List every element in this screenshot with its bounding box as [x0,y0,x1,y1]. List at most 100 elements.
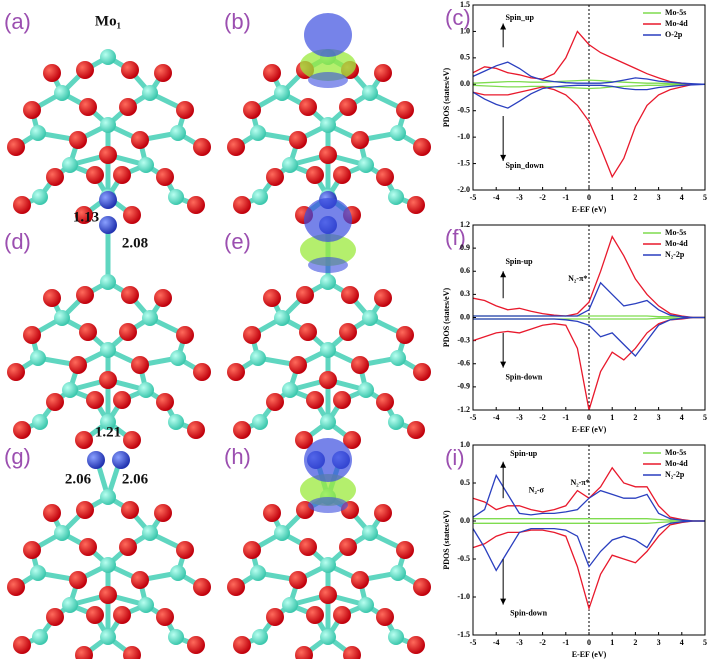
oxygen-atom [119,98,137,116]
metal-atom [100,49,116,65]
oxygen-atom [193,578,211,596]
pdos-line [473,316,705,357]
oxygen-atom [13,196,31,214]
oxygen-atom [306,391,324,409]
x-tick-label: -2 [539,193,546,202]
x-tick-label: -3 [516,413,523,422]
panel-label: (a) [4,9,31,34]
metal-atom [100,557,116,573]
metal-atom [320,117,336,133]
oxygen-atom [23,326,41,344]
oxygen-atom [407,196,425,214]
x-tick-label: -1 [562,413,569,422]
panel-label: (g) [4,444,31,469]
pdos-line [472,520,705,611]
metal-atom [170,565,186,581]
oxygen-atom [299,98,317,116]
structure [7,451,211,659]
x-tick-label: -3 [516,638,523,647]
metal-atom [168,629,184,645]
x-tick-label: -4 [493,413,500,422]
oxygen-atom [187,196,205,214]
x-tick-label: 3 [657,638,661,647]
oxygen-atom [376,608,394,626]
oxygen-atom [266,168,284,186]
plot-frame [472,224,706,411]
x-tick-label: 0 [587,638,591,647]
oxygen-atom [296,286,314,304]
plot-frame [472,4,706,191]
chart-annotation: N₂-π* [568,274,587,283]
x-tick-label: 2 [633,638,637,647]
x-tick-label: 5 [703,193,707,202]
structure-annotation: Mo₁ [95,13,121,29]
panel-label: (h) [224,444,251,469]
x-tick-label: -5 [470,193,477,202]
metal-atom [358,157,374,173]
oxygen-atom [413,578,431,596]
structure [227,438,431,659]
oxygen-atom [333,166,351,184]
arrowhead [500,271,507,278]
oxygen-atom [7,138,25,156]
legend-label: Mo-5s [665,228,686,237]
pdos-line [472,83,705,90]
y-tick-label: 0.3 [460,289,470,298]
panel-label: (c) [445,5,471,30]
oxygen-atom [121,501,139,519]
oxygen-atom [176,541,194,559]
oxygen-atom [289,571,307,589]
nitrogen-atom [112,451,130,469]
oxygen-atom [396,101,414,119]
x-tick-label: 2 [633,413,637,422]
metal-atom [30,565,46,581]
pdos-line [472,473,705,522]
pdos-line [472,79,705,85]
oxygen-atom [43,289,61,307]
oxygen-atom [23,101,41,119]
metal-atom [282,382,298,398]
metal-atom [252,629,268,645]
oxygen-atom [13,421,31,439]
y-tick-label: 1.2 [460,220,470,229]
y-tick-label: -2.0 [457,185,470,194]
metal-atom [100,414,116,430]
x-tick-label: -5 [470,638,477,647]
metal-atom [282,597,298,613]
metal-atom [362,85,378,101]
oxygen-atom [119,323,137,341]
nitrogen-atom [87,451,105,469]
pdos-line [472,30,705,85]
oxygen-atom [123,431,141,449]
oxygen-atom [299,538,317,556]
oxygen-atom [156,393,174,411]
y-tick-label: 0.5 [460,478,470,487]
oxygen-atom [243,541,261,559]
oxygen-atom [374,289,392,307]
y-tick-label: -1.5 [457,158,470,167]
x-tick-label: -5 [470,413,477,422]
oxygen-atom [86,391,104,409]
y-tick-label: -1.5 [457,630,470,639]
charge-blue [304,198,352,242]
x-axis-label: E-EF (eV) [572,205,607,214]
structure [227,191,431,449]
pdos-line [472,316,705,411]
metal-atom [250,125,266,141]
chart-annotation: Spin-down [510,609,547,618]
x-axis-label: E-EF (eV) [572,650,607,659]
oxygen-atom [413,363,431,381]
x-tick-label: 3 [657,193,661,202]
x-tick-label: 5 [703,413,707,422]
oxygen-atom [79,538,97,556]
oxygen-atom [306,606,324,624]
metal-atom [62,382,78,398]
arrowhead [500,461,507,468]
oxygen-atom [113,391,131,409]
metal-atom [168,189,184,205]
y-tick-label: 0.9 [460,243,470,252]
oxygen-atom [374,504,392,522]
oxygen-atom [295,646,313,659]
metal-atom [62,157,78,173]
